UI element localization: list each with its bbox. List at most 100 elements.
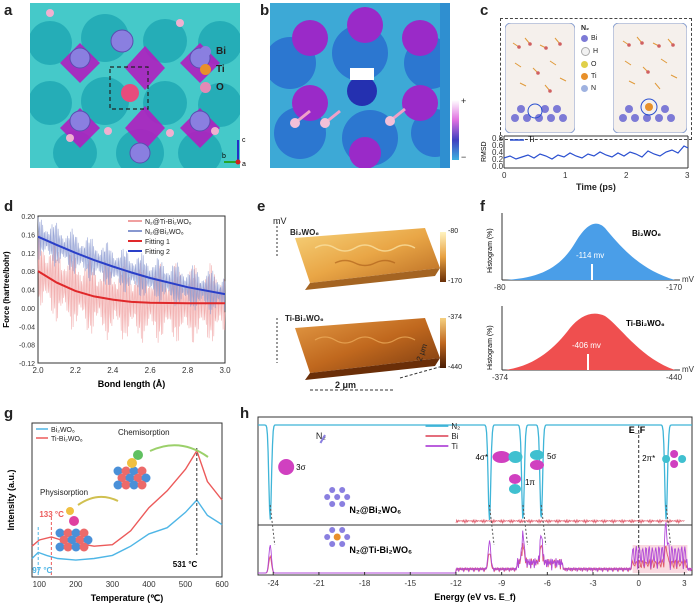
bi-atom-icon [581, 35, 588, 42]
xtick: 0 [502, 171, 507, 180]
adsorbed-n2-icon [127, 458, 137, 468]
chemisorption-cluster-icon [113, 466, 151, 490]
cluster-atom [141, 473, 151, 483]
legend-label: Bi₂WO₆ [51, 427, 75, 434]
bottom-title: N₂@Ti-Bi₂WO₆ [349, 545, 412, 555]
panel-c: c N₂ Bi H O Ti N RMSD 0.0 0.2 [480, 0, 700, 200]
cluster-atom [63, 528, 73, 538]
panel-b: b + − [258, 0, 470, 170]
rmsd-ylabel: RMSD [481, 141, 488, 162]
physisorbed-n-icon [66, 507, 74, 515]
pdos-line-2 [258, 522, 693, 574]
orbital-3sigma-icon [278, 459, 295, 475]
legend-label: Fitting 1 [145, 239, 170, 246]
ti-atom-icon [581, 73, 588, 80]
cluster-atom [329, 527, 336, 533]
axis-b-label: b [222, 153, 226, 160]
orbital-4sigma-lobe-icon [508, 451, 523, 463]
xtick-label: 3 [682, 579, 687, 588]
panel-g: g 100 200 300 400 500 600 Temperature (℃) Inten… [0, 405, 235, 610]
x-axis-label: Bond length (Å) [98, 379, 165, 389]
hist-title-bottom: Ti-Bi₂WO₆ [626, 319, 665, 328]
ytick: 0.2 [492, 155, 504, 164]
annotation-97: 97 °C [32, 566, 52, 575]
cluster-atom [137, 466, 147, 476]
axis-a-label: a [242, 161, 246, 168]
orbital-4sigma-icon [492, 451, 511, 463]
xtick-label: 2.8 [182, 366, 194, 375]
n2-ti-bi2wo6-model-icon [324, 527, 351, 547]
axis-triad-icon: c b a [222, 137, 246, 168]
legend-item: Ti [200, 64, 255, 75]
orbital-label: 3σ [296, 463, 305, 472]
cluster-atom [344, 494, 351, 500]
legend-a: Bi Ti O [200, 46, 255, 93]
legend-label: N [591, 85, 597, 92]
chemisorption-label: Chemisorption [118, 428, 170, 437]
cluster-atom [334, 494, 341, 500]
y-axis-label: Intensity (a.u.) [6, 469, 16, 530]
legend-label: N₂@Ti-Bi₂WO₆ [145, 219, 192, 226]
xtick-label: 200 [69, 580, 83, 589]
panel-label: c [480, 2, 489, 19]
legend-label: O [216, 82, 224, 93]
n2-label: N₂ [316, 431, 326, 441]
colorbar-bottom [440, 318, 446, 368]
o-atom-icon [581, 61, 588, 68]
cluster-atom [137, 480, 147, 490]
legend-title: N₂ [581, 25, 590, 32]
panel-h: h E_F -24 -21 -18 -15 -12 -9 -6 -3 0 3 Energy (eV v… [240, 405, 700, 610]
ytick: 0.8 [492, 134, 504, 143]
ti-atom-icon [200, 64, 211, 75]
orbital-2pi-lobe-icon [662, 455, 671, 463]
adsorbed-n-icon [133, 450, 143, 460]
panel-label: e [257, 198, 266, 215]
panel-label: h [240, 405, 250, 422]
legend-label: Bi [216, 46, 226, 57]
xtick: 1 [563, 171, 568, 180]
xtick-label: -21 [313, 579, 325, 588]
cluster-atom [83, 535, 93, 545]
h-atom-icon [581, 47, 590, 56]
xtick-label: -9 [498, 579, 506, 588]
cluster-atom [129, 466, 139, 476]
orbital-2pi-lobe-icon [678, 455, 687, 463]
xtick-label: 2.4 [107, 366, 119, 375]
cluster-atom [113, 466, 123, 476]
orbital-1pi-icon [508, 474, 521, 484]
cluster-atom [59, 535, 69, 545]
hist-ylabel-bottom: Histogram (%) [487, 325, 494, 370]
legend-label: Bi [591, 35, 598, 42]
histogram-chart: Histogram (%) -114 mv Bi₂WO₆ -80 -170 mV… [487, 213, 695, 382]
xtick-label: 400 [142, 580, 156, 589]
plot-frame [31, 422, 223, 578]
ytick-label: -0.04 [19, 324, 35, 331]
md-snapshot-right [613, 23, 687, 133]
hist-xmin-bottom: -374 [492, 373, 509, 382]
cluster-atom [344, 534, 351, 540]
cluster-atom [339, 487, 346, 493]
ytick: 0.4 [492, 148, 504, 157]
ytick-label: -0.08 [19, 343, 35, 350]
ytick-label: 0.08 [21, 269, 35, 276]
panel-label: g [4, 405, 14, 422]
ytick-label: 0.20 [21, 214, 35, 221]
tpd-chart: 100 200 300 400 500 600 Temperature (℃) Intensi… [6, 422, 229, 603]
bi2wo6-surface [295, 228, 440, 283]
panel-label: b [260, 2, 270, 19]
xtick-label: 100 [33, 580, 47, 589]
n2-dos-line [258, 424, 692, 521]
physisorption-cluster-icon [55, 528, 93, 552]
histogram-ti-bi2wo6 [505, 313, 675, 370]
top-title: N₂@Bi₂WO₆ [349, 505, 401, 515]
legend-label: Ti [216, 64, 225, 75]
fitting-line-2 [37, 235, 226, 296]
xtick-label: 2.6 [145, 366, 157, 375]
hist-xmin-top: -80 [494, 283, 506, 292]
histogram-bi2wo6 [505, 223, 675, 280]
map-title-bottom: Ti-Bi₂WO₆ [285, 314, 324, 323]
colorbar-bottom-max: -374 [448, 314, 463, 321]
series-label: Ti [528, 135, 535, 144]
top-pdos-noise [455, 518, 685, 525]
xtick-label: -15 [404, 579, 416, 588]
